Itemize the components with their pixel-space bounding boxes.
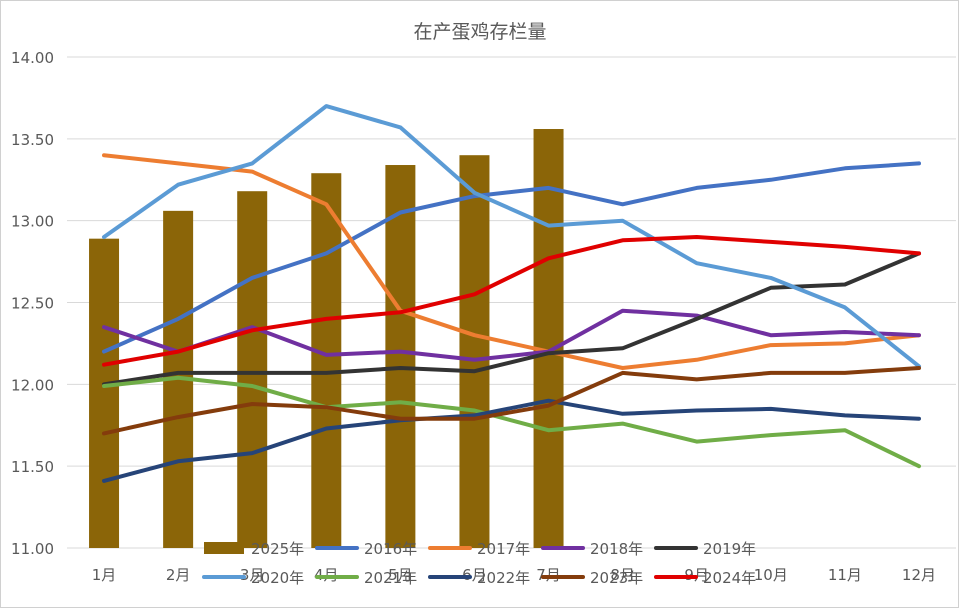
bar-2025-1月 — [89, 238, 120, 549]
y-tick-label: 12.50 — [11, 295, 54, 313]
y-tick-label: 13.00 — [11, 213, 54, 231]
x-tick-label: 6月 — [462, 566, 487, 584]
line-series-2018年 — [102, 308, 921, 362]
legend-label: 2023年 — [590, 569, 643, 587]
y-tick-label: 14.00 — [11, 49, 54, 67]
legend: 2025年 2016年 2017年 2018年 2019年 2020年 2021年 2022年… — [202, 540, 756, 587]
x-tick-label: 2月 — [166, 566, 191, 584]
line-series-2017年 — [102, 153, 921, 370]
line-series-group — [102, 104, 921, 483]
x-tick-label: 5月 — [388, 566, 413, 584]
x-tick-label: 9月 — [684, 566, 709, 584]
legend-label: 2024年 — [703, 569, 756, 587]
bar-2025-5月 — [385, 165, 416, 548]
line-series-2022年 — [102, 398, 921, 483]
legend-item-2022年: 2022年 — [428, 569, 530, 587]
legend-item-2016年: 2016年 — [315, 540, 417, 558]
legend-item-2025年: 2025年 — [204, 540, 304, 558]
gridlines — [67, 56, 956, 549]
y-axis-tick-labels: 11.00 11.50 12.00 12.50 13.00 13.50 14.00 — [11, 49, 54, 558]
legend-label: 2018年 — [590, 540, 643, 558]
x-tick-label: 10月 — [754, 566, 788, 584]
legend-label: 2019年 — [703, 540, 756, 558]
y-tick-label: 12.00 — [11, 376, 54, 394]
y-tick-label: 11.00 — [11, 540, 54, 558]
x-axis-tick-labels: 1月2月3月4月5月6月7月8月9月10月11月12月 — [92, 566, 936, 584]
line-series-2019年 — [102, 251, 921, 387]
line-series-2023年 — [102, 366, 921, 436]
x-tick-label: 8月 — [610, 566, 635, 584]
legend-item-2020年: 2020年 — [202, 569, 304, 587]
y-tick-label: 13.50 — [11, 131, 54, 149]
x-tick-label: 12月 — [902, 566, 936, 584]
bar-2025-4月 — [311, 173, 342, 548]
chart-title: 在产蛋鸡存栏量 — [413, 21, 546, 43]
line-series-2024年 — [102, 235, 921, 367]
legend-label: 2025年 — [251, 540, 304, 558]
y-tick-label: 11.50 — [11, 458, 54, 476]
x-tick-label: 11月 — [828, 566, 862, 584]
bar-2025-7月 — [533, 129, 564, 548]
legend-item-2019年: 2019年 — [654, 540, 756, 558]
legend-item-2018年: 2018年 — [541, 540, 643, 558]
legend-label: 2020年 — [251, 569, 304, 587]
x-tick-label: 1月 — [92, 566, 117, 584]
legend-label: 2017年 — [477, 540, 530, 558]
legend-item-2023年: 2023年 — [541, 569, 643, 587]
bar-2025-3月 — [237, 191, 268, 548]
legend-swatch-2025年 — [204, 542, 244, 554]
line-series-2020年 — [102, 104, 921, 369]
legend-item-2017年: 2017年 — [428, 540, 530, 558]
legend-label: 2021年 — [364, 569, 417, 587]
legend-item-2021年: 2021年 — [315, 569, 417, 587]
x-tick-label: 3月 — [240, 566, 265, 584]
line-series-2021年 — [102, 375, 921, 469]
legend-label: 2016年 — [364, 540, 417, 558]
line-series-2016年 — [102, 161, 921, 354]
legend-label: 2022年 — [477, 569, 530, 587]
legend-item-2024年: 2024年 — [654, 569, 756, 587]
bar-2025-6月 — [459, 155, 490, 548]
